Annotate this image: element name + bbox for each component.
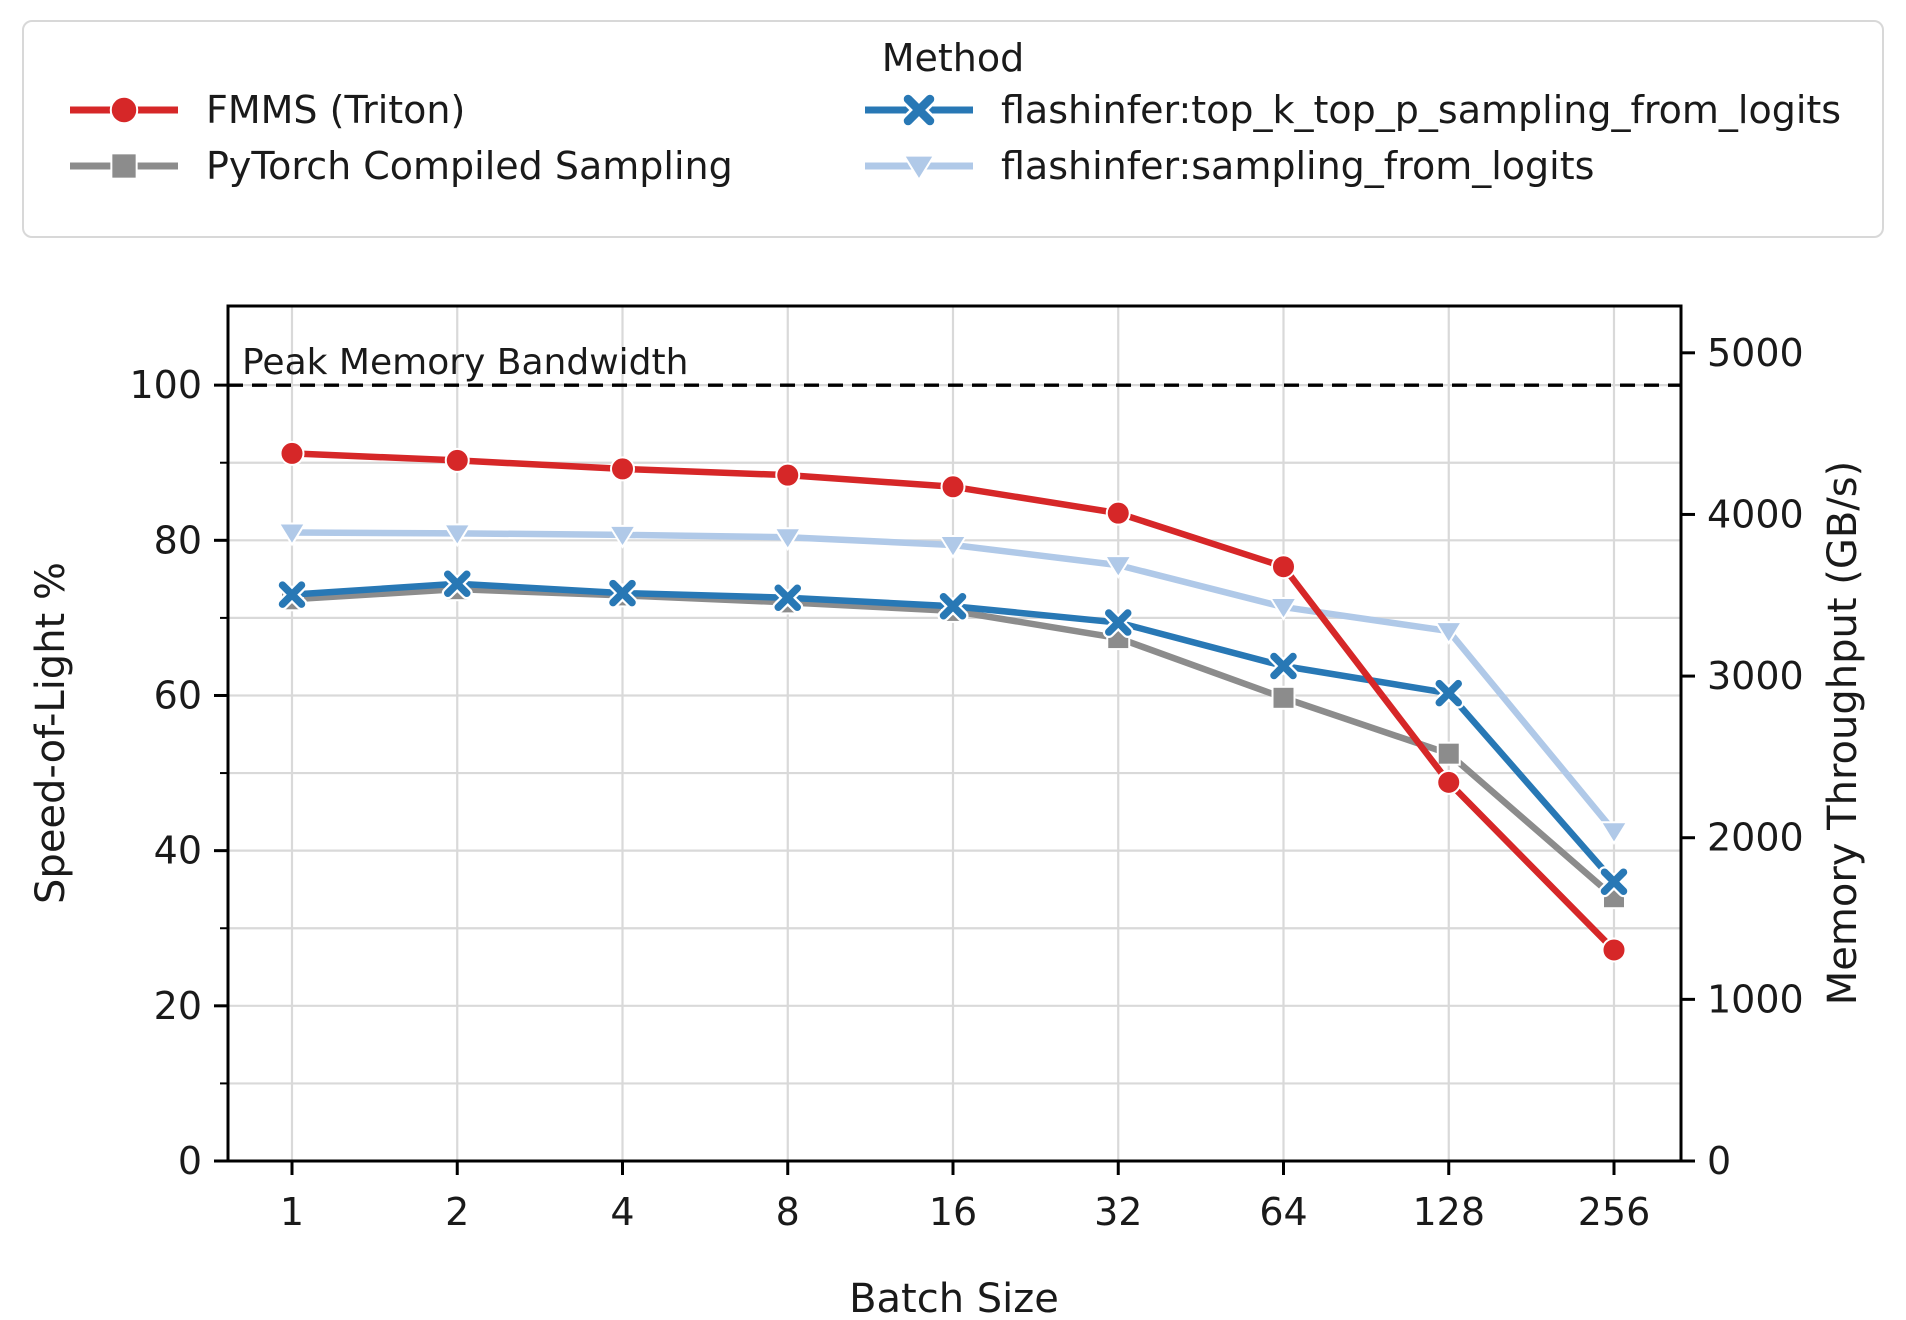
series-circle [279, 440, 1627, 963]
x-tick-label: 8 [776, 1190, 800, 1234]
marker-circle [1105, 500, 1131, 526]
marker-circle [1271, 554, 1296, 580]
marker-circle [1601, 937, 1627, 963]
legend-marker-circle-icon [70, 95, 178, 125]
marker-circle [109, 95, 139, 125]
x-tick-label: 32 [1094, 1190, 1142, 1234]
marker-triangle-down [902, 154, 936, 182]
marker-x [939, 593, 967, 620]
legend-title: Method [881, 36, 1025, 80]
legend-marker-triangle-down-icon [865, 154, 973, 182]
marker-triangle-down [1103, 555, 1134, 580]
marker-triangle-down [1433, 621, 1464, 645]
right-y-axis-label: Memory Throughput (GB/s) [1820, 461, 1866, 1005]
left-y-axis-label: Speed-of-Light % [28, 562, 74, 904]
legend-entry: FMMS (Triton) [64, 88, 859, 132]
left-y-tick-label: 0 [178, 1139, 202, 1183]
x-tick-label: 256 [1578, 1190, 1651, 1234]
marker-x [774, 584, 801, 611]
left-y-tick-label: 100 [129, 363, 202, 407]
grid-layer [228, 306, 1681, 1161]
left-y-tick-label: 80 [154, 518, 202, 562]
marker-triangle-down [1599, 821, 1629, 846]
legend-entry-label: PyTorch Compiled Sampling [206, 144, 733, 188]
marker-x [903, 94, 935, 126]
legend-entry-label: flashinfer:top_k_top_p_sampling_from_log… [1001, 88, 1842, 132]
marker-x [1435, 679, 1462, 707]
series-layer [276, 440, 1630, 963]
marker-square [1436, 741, 1461, 766]
legend-marker-square-icon [70, 152, 178, 180]
marker-circle [775, 462, 801, 488]
marker-circle [444, 447, 470, 473]
marker-circle [1436, 769, 1462, 795]
series-x [276, 568, 1630, 898]
x-tick-label: 4 [610, 1190, 634, 1234]
marker-square [110, 152, 138, 180]
marker-triangle-down [442, 523, 473, 548]
x-tick-label: 16 [929, 1190, 977, 1234]
legend-marker-x-icon [865, 92, 973, 128]
right-y-tick-label: 5000 [1707, 331, 1804, 375]
right-y-tick-label: 2000 [1707, 816, 1804, 860]
marker-x [1105, 609, 1132, 636]
marker-circle [610, 456, 635, 482]
legend-entry: flashinfer:top_k_top_p_sampling_from_log… [859, 88, 1862, 132]
peak-bandwidth-annotation: Peak Memory Bandwidth [242, 342, 688, 383]
marker-triangle-down [277, 522, 307, 547]
legend-entry-label: FMMS (Triton) [206, 88, 466, 132]
left-y-tick-label: 20 [154, 984, 202, 1028]
right-y-tick-label: 4000 [1707, 492, 1804, 536]
marker-x [609, 579, 636, 607]
legend-entries: FMMS (Triton) PyTorch Compiled Sampling fl… [24, 80, 1882, 196]
x-tick-label: 64 [1259, 1190, 1307, 1234]
marker-triangle-down [607, 524, 638, 549]
marker-x [444, 570, 471, 598]
marker-x [1600, 868, 1628, 895]
marker-circle [279, 440, 305, 466]
marker-circle [940, 474, 966, 500]
x-tick-label: 128 [1412, 1190, 1485, 1234]
marker-square [1271, 685, 1296, 710]
x-tick-label: 1 [280, 1190, 304, 1234]
legend-entry: PyTorch Compiled Sampling [64, 144, 859, 188]
legend-entry-label: flashinfer:sampling_from_logits [1001, 144, 1595, 188]
chart-legend: Method FMMS (Triton) PyTorch Compiled Sam… [22, 20, 1884, 238]
right-y-tick-label: 1000 [1707, 977, 1804, 1021]
marker-triangle-down [772, 527, 803, 552]
legend-entry: flashinfer:sampling_from_logits [859, 144, 1862, 188]
series-triangle-down [277, 522, 1629, 846]
left-y-tick-label: 40 [154, 829, 202, 873]
marker-x [278, 581, 306, 608]
right-y-tick-label: 0 [1707, 1139, 1731, 1183]
marker-triangle-down [938, 534, 968, 559]
right-y-tick-label: 3000 [1707, 654, 1804, 698]
marker-x [1270, 652, 1297, 680]
marker-triangle-down [1268, 597, 1299, 621]
x-tick-label: 2 [445, 1190, 469, 1234]
x-axis-label: Batch Size [849, 1276, 1059, 1320]
left-y-tick-label: 60 [154, 673, 202, 717]
plot-border [226, 304, 1683, 1163]
